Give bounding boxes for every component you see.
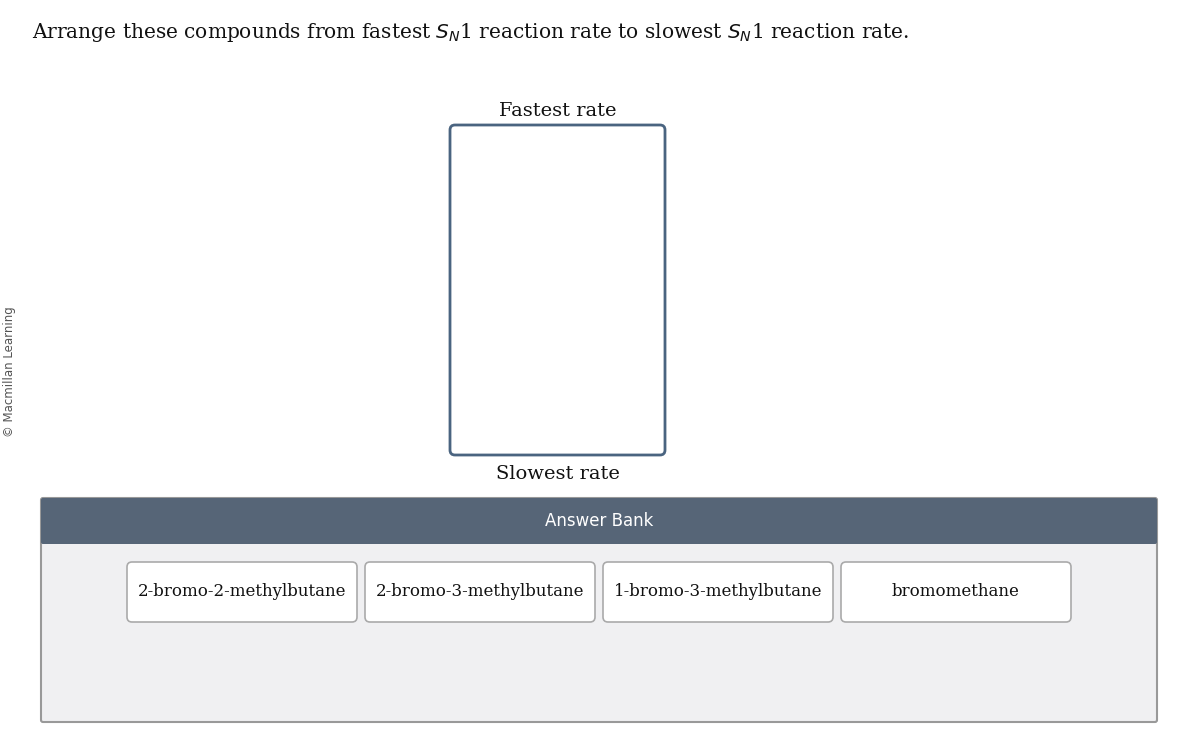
Text: bromomethane: bromomethane bbox=[892, 583, 1020, 600]
Text: Answer Bank: Answer Bank bbox=[545, 512, 653, 530]
FancyBboxPatch shape bbox=[450, 125, 665, 455]
Text: 1-bromo-3-methylbutane: 1-bromo-3-methylbutane bbox=[613, 583, 822, 600]
FancyBboxPatch shape bbox=[604, 562, 833, 622]
Text: © Macmillan Learning: © Macmillan Learning bbox=[4, 307, 17, 437]
Text: Slowest rate: Slowest rate bbox=[496, 465, 619, 483]
FancyBboxPatch shape bbox=[365, 562, 595, 622]
Text: 2-bromo-2-methylbutane: 2-bromo-2-methylbutane bbox=[138, 583, 347, 600]
FancyBboxPatch shape bbox=[41, 498, 1157, 722]
FancyBboxPatch shape bbox=[841, 562, 1072, 622]
Text: 2-bromo-3-methylbutane: 2-bromo-3-methylbutane bbox=[376, 583, 584, 600]
Text: Fastest rate: Fastest rate bbox=[499, 102, 617, 120]
FancyBboxPatch shape bbox=[127, 562, 358, 622]
Text: Arrange these compounds from fastest $S_N$1 reaction rate to slowest $S_N$1 reac: Arrange these compounds from fastest $S_… bbox=[32, 22, 910, 45]
FancyBboxPatch shape bbox=[41, 498, 1157, 544]
